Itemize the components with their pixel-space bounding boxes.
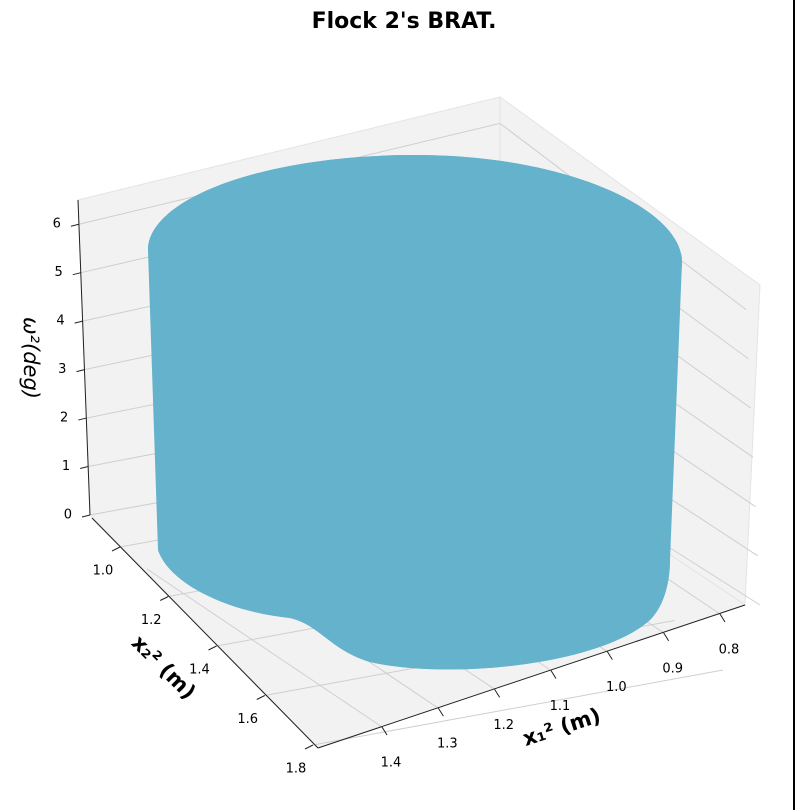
- tick-mark: [663, 632, 670, 642]
- x-tick-label: 1.1: [550, 699, 571, 714]
- z-tick-label: 0: [64, 508, 72, 523]
- tick-mark: [550, 670, 557, 679]
- tick-mark: [381, 726, 388, 736]
- grid-line: [146, 568, 383, 728]
- tick-mark: [76, 369, 85, 373]
- y-tick-label: 1.2: [141, 613, 162, 628]
- tick-mark: [208, 645, 217, 651]
- tick-mark: [80, 466, 89, 470]
- x-tick-label: 1.0: [606, 680, 627, 695]
- tick-mark: [304, 744, 314, 750]
- tick-mark: [78, 417, 87, 421]
- surface-bottom: [158, 452, 670, 670]
- x-tick-label: 0.9: [662, 661, 683, 676]
- tick-mark: [719, 613, 726, 623]
- z-tick-label: 5: [54, 265, 62, 280]
- z-tick-label: 4: [56, 314, 64, 329]
- tick-mark: [72, 272, 81, 276]
- x-tick-label: 1.2: [493, 718, 514, 733]
- chart-title: Flock 2's BRAT.: [312, 9, 497, 34]
- y-axis: [91, 517, 319, 749]
- x-tick-label: 1.4: [381, 756, 402, 771]
- tick-mark: [606, 651, 613, 660]
- tick-mark: [111, 546, 121, 552]
- x-axis: [317, 604, 746, 749]
- x-tick-label: 0.8: [719, 643, 740, 658]
- z-tick-label: 6: [53, 217, 61, 232]
- z-tick-label: 1: [62, 459, 70, 474]
- tick-mark: [256, 695, 265, 700]
- y-tick-label: 1.4: [189, 663, 210, 678]
- tick-mark: [494, 689, 501, 698]
- tick-mark: [74, 320, 83, 324]
- tick-mark: [160, 596, 169, 601]
- tick-mark: [70, 223, 80, 227]
- x-tick-label: 1.3: [437, 737, 458, 752]
- y-tick-label: 1.8: [286, 762, 307, 777]
- surface-top: [148, 155, 682, 354]
- z-axis: [77, 199, 91, 516]
- z-tick-label: 3: [58, 362, 66, 377]
- z-axis-label: ω²(deg): [19, 317, 43, 399]
- y-tick-label: 1.6: [237, 712, 258, 727]
- grid-line: [312, 669, 724, 746]
- surface: [148, 155, 682, 670]
- tick-mark: [81, 514, 91, 518]
- z-tick-label: 2: [60, 411, 68, 426]
- y-tick-label: 1.0: [93, 564, 114, 579]
- tick-mark: [437, 707, 444, 717]
